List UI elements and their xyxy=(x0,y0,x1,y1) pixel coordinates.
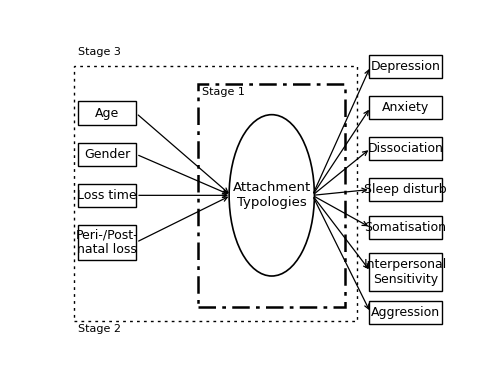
Text: Gender: Gender xyxy=(84,148,130,161)
Bar xyxy=(78,225,136,260)
Text: Age: Age xyxy=(95,107,119,120)
Bar xyxy=(368,216,442,239)
Text: Anxiety: Anxiety xyxy=(382,101,429,114)
Text: Sleep disturb: Sleep disturb xyxy=(364,183,447,196)
Bar xyxy=(368,301,442,325)
Bar xyxy=(74,66,357,322)
Bar xyxy=(368,96,442,119)
Bar xyxy=(368,178,442,201)
Text: Stage 1: Stage 1 xyxy=(202,87,245,97)
Bar xyxy=(78,101,136,125)
Text: Attachment
Typologies: Attachment Typologies xyxy=(232,181,311,209)
Bar xyxy=(78,142,136,166)
Text: Aggression: Aggression xyxy=(371,306,440,319)
Bar xyxy=(368,253,442,291)
Text: Stage 2: Stage 2 xyxy=(78,325,121,335)
Text: Depression: Depression xyxy=(370,60,440,73)
Bar xyxy=(368,137,442,160)
Bar xyxy=(78,184,136,207)
Text: Interpersonal
Sensitivity: Interpersonal Sensitivity xyxy=(364,258,447,286)
Text: Dissociation: Dissociation xyxy=(368,142,444,155)
Bar xyxy=(368,54,442,78)
Text: Peri-/Post-
natal loss: Peri-/Post- natal loss xyxy=(76,228,138,256)
Text: Somatisation: Somatisation xyxy=(364,221,446,234)
Text: Stage 3: Stage 3 xyxy=(78,48,121,58)
Bar xyxy=(198,84,346,307)
Ellipse shape xyxy=(229,115,314,276)
Text: Loss time: Loss time xyxy=(77,189,137,202)
